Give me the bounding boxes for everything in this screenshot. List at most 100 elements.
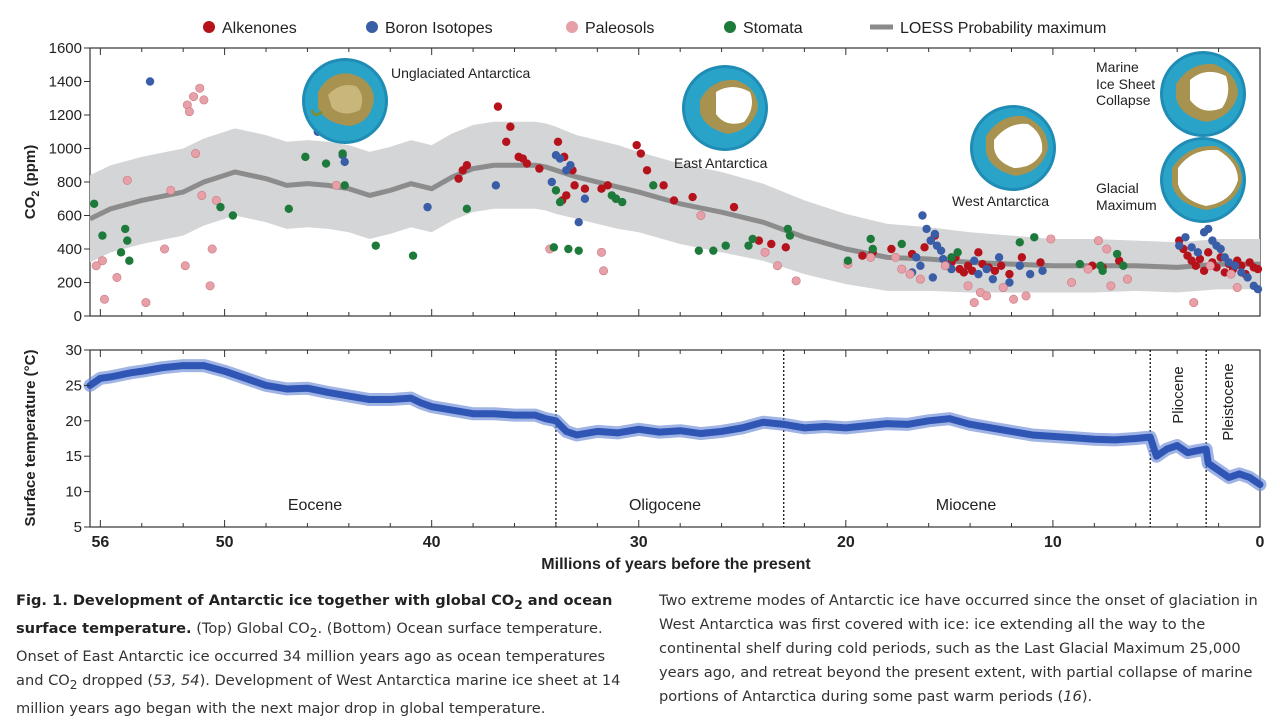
legend-paleosols-marker [566, 21, 578, 33]
co2-point-stomata [868, 244, 877, 254]
co2-point-paleosols [1226, 269, 1236, 279]
co2-point-boron-isotopes [1175, 241, 1184, 250]
co2-point-boron-isotopes [938, 254, 948, 264]
co2-point-paleosols [1083, 264, 1093, 274]
co2-point-boron-isotopes [580, 194, 590, 203]
co2-point-paleosols [1102, 244, 1112, 254]
co2-point-paleosols [91, 261, 101, 271]
co2-point-stomata [1119, 261, 1128, 270]
temperature-panel: 5 10 15 20 25 30 Surface temperature (°C) Eoc… [22, 342, 1267, 536]
co2-point-paleosols [1232, 283, 1242, 293]
co2-point-paleosols [97, 256, 107, 266]
co2-point-paleosols [141, 298, 151, 308]
legend-paleosols-label: Paleosols [585, 20, 654, 37]
co2-point-stomata [89, 199, 99, 208]
co2-point-boron-isotopes [555, 154, 565, 163]
co2-point-alkenones [688, 192, 697, 202]
co2-point-boron-isotopes [1230, 261, 1240, 270]
co2-point-stomata [116, 248, 126, 257]
co2-point-boron-isotopes [547, 177, 556, 187]
co2-point-paleosols [998, 283, 1008, 293]
co2-point-paleosols [205, 281, 215, 291]
legend-stomata-label: Stomata [743, 20, 803, 37]
co2-point-boron-isotopes [1237, 268, 1246, 277]
epoch-oligocene: Oligocene [629, 497, 701, 514]
co2-point-paleosols [160, 244, 170, 254]
co2-point-paleosols [969, 298, 979, 308]
co2-points [89, 77, 1263, 308]
co2-point-paleosols [696, 211, 706, 221]
co2-point-stomata [1030, 233, 1039, 242]
co2-point-paleosols [905, 269, 915, 279]
co2-point-paleosols [773, 261, 783, 271]
co2-point-alkenones [1204, 248, 1213, 257]
co2-point-paleosols [180, 261, 190, 271]
legend-loess-label: LOESS Probability maximum [900, 20, 1106, 37]
co2-point-alkenones [996, 261, 1006, 270]
co2-y-tick-label: 600 [57, 208, 82, 225]
co2-point-boron-isotopes [1193, 248, 1203, 257]
co2-point-paleosols [963, 281, 973, 291]
co2-point-alkenones [990, 266, 1000, 275]
x-tick-label: 10 [1044, 534, 1062, 551]
co2-point-alkenones [570, 181, 579, 190]
epoch-pleistocene: Pleistocene [1220, 363, 1237, 441]
co2-point-boron-isotopes [1015, 261, 1024, 270]
globe-marine-collapse-icon [1160, 51, 1246, 137]
co2-y-tick-label: 400 [57, 241, 82, 258]
x-axis-label: Millions of years before the present [541, 556, 811, 573]
co2-point-alkenones [454, 174, 463, 183]
co2-point-alkenones [1017, 253, 1027, 262]
co2-point-boron-isotopes [916, 261, 925, 270]
legend-boron-label: Boron Isotopes [385, 20, 493, 37]
co2-y-tick-label: 1600 [49, 40, 82, 57]
co2-y-tick-label: 200 [57, 275, 82, 292]
co2-y-tick-label: 0 [74, 308, 82, 325]
co2-point-paleosols [599, 266, 609, 276]
co2-point-boron-isotopes [994, 253, 1004, 262]
globe-glacial-maximum-icon [1160, 137, 1246, 223]
co2-point-paleosols [1122, 274, 1132, 284]
co2-point-paleosols [189, 92, 199, 102]
co2-point-alkenones [580, 184, 590, 193]
co2-point-stomata [897, 239, 906, 249]
co2-point-paleosols [596, 247, 606, 257]
co2-point-stomata [744, 241, 753, 250]
temperature-y-tick-label: 30 [65, 342, 82, 359]
co2-point-stomata [611, 194, 621, 203]
co2-point-paleosols [207, 244, 217, 254]
co2-point-stomata [284, 204, 293, 213]
globe-unglaciated-icon [302, 58, 388, 144]
co2-point-paleosols [184, 107, 194, 117]
co2-point-boron-isotopes [340, 157, 349, 167]
co2-point-paleosols [1189, 298, 1199, 308]
co2-point-boron-isotopes [574, 218, 583, 227]
co2-point-paleosols [982, 291, 992, 301]
temperature-y-tick-label: 5 [74, 519, 82, 536]
co2-point-alkenones [603, 181, 612, 190]
co2-point-paleosols [1021, 291, 1031, 301]
co2-point-stomata [947, 253, 956, 262]
co2-x-ticks [99, 48, 1261, 316]
co2-point-alkenones [1195, 254, 1205, 264]
co2-y-tick-label: 1200 [49, 107, 82, 124]
co2-point-stomata [783, 224, 793, 234]
co2-y-tick-label: 1400 [49, 74, 82, 91]
co2-point-stomata [564, 244, 573, 254]
annotation-glacial-line1: Glacial [1096, 180, 1139, 196]
co2-point-boron-isotopes [974, 269, 983, 279]
legend-alkenones-marker [203, 21, 215, 33]
co2-point-paleosols [197, 190, 207, 200]
co2-point-stomata [216, 202, 225, 212]
legend: Alkenones Boron Isotopes Paleosols Stoma… [203, 20, 1106, 37]
co2-point-stomata [321, 159, 331, 168]
co2-point-alkenones [1191, 261, 1201, 270]
x-tick-label: 50 [216, 534, 234, 551]
co2-point-boron-isotopes [1204, 224, 1213, 234]
co2-point-paleosols [1067, 277, 1077, 287]
co2-point-stomata [694, 246, 704, 255]
epoch-miocene: Miocene [936, 497, 997, 514]
co2-point-boron-isotopes [926, 236, 935, 245]
annotation-marine-line1: Marine [1096, 59, 1139, 75]
